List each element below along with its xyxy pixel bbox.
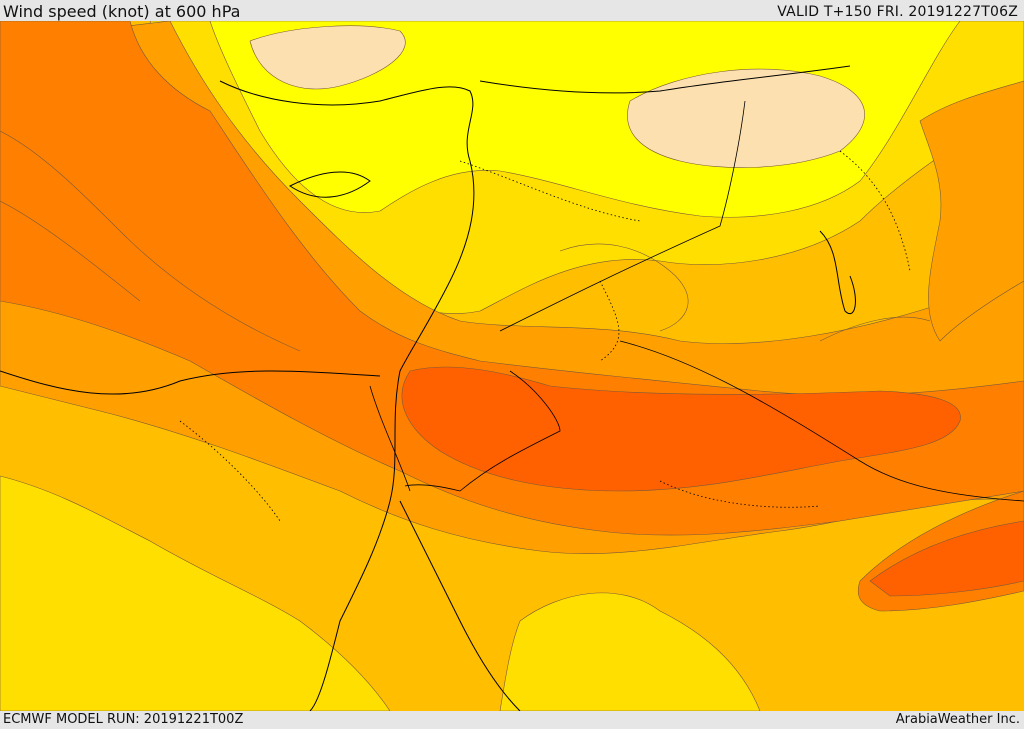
political-borders <box>179 150 911 522</box>
credit: ArabiaWeather Inc. <box>895 712 1020 727</box>
coastlines <box>0 65 856 711</box>
band-lightest-1 <box>627 68 865 168</box>
valid-time: VALID T+150 FRI. 20191227T06Z <box>777 4 1018 20</box>
map-title: Wind speed (knot) at 600 hPa <box>3 2 241 21</box>
model-run: ECMWF MODEL RUN: 20191221T00Z <box>3 712 244 727</box>
band-orange-dark-core <box>401 366 961 492</box>
band-gold-southwest <box>0 475 391 711</box>
band-lightest-2 <box>249 25 406 90</box>
band-orange-light-northeast <box>919 80 1024 342</box>
band-gold-south <box>499 592 761 711</box>
band-orange-dark-east <box>869 520 1024 597</box>
wind-speed-map <box>0 21 1024 711</box>
country-borders <box>369 100 1024 502</box>
